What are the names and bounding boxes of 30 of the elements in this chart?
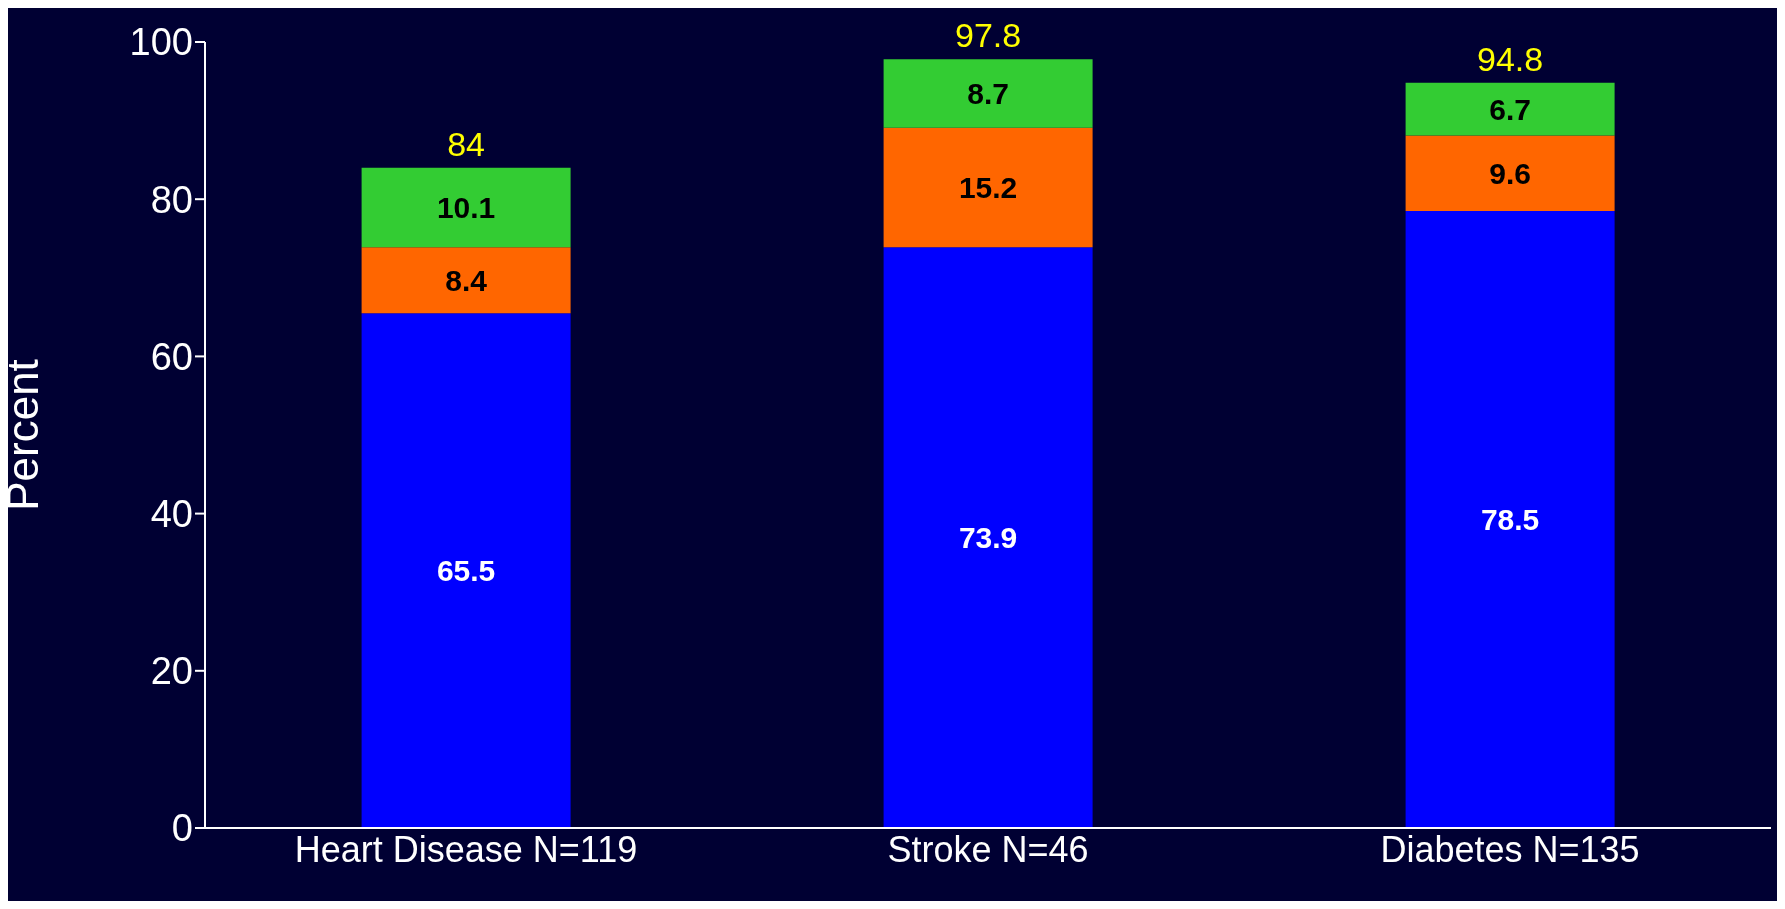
x-tick-label: Heart Disease N=119 bbox=[294, 828, 638, 870]
bar bbox=[883, 127, 1093, 248]
data-label: 73.9 bbox=[958, 521, 1018, 555]
total-label: 97.8 bbox=[955, 16, 1022, 55]
total-label: 94.8 bbox=[1477, 39, 1544, 78]
data-label: 6.7 bbox=[1489, 92, 1531, 126]
data-label: 65.5 bbox=[436, 554, 496, 588]
y-tick-label: 40 bbox=[150, 493, 193, 536]
y-tick-label: 60 bbox=[150, 335, 193, 378]
bar bbox=[361, 313, 571, 828]
bar bbox=[883, 59, 1093, 128]
total-label: 84 bbox=[447, 124, 486, 163]
bar bbox=[361, 247, 571, 314]
data-label: 10.1 bbox=[436, 191, 496, 225]
y-tick-label: 80 bbox=[150, 178, 193, 221]
x-tick-label: Stroke N=46 bbox=[887, 828, 1089, 870]
data-label: 8.4 bbox=[445, 263, 488, 297]
data-label: 15.2 bbox=[958, 171, 1018, 205]
y-tick-label: 20 bbox=[150, 650, 193, 693]
y-tick-label: 0 bbox=[171, 807, 193, 850]
data-label: 9.6 bbox=[1489, 156, 1531, 190]
data-label: 8.7 bbox=[967, 77, 1009, 111]
bar bbox=[1405, 135, 1615, 211]
bar bbox=[883, 247, 1093, 828]
bar bbox=[361, 167, 571, 248]
y-tick-label: 100 bbox=[129, 21, 193, 64]
data-label: 78.5 bbox=[1480, 503, 1540, 537]
bar bbox=[1405, 82, 1615, 136]
x-tick-label: Diabetes N=135 bbox=[1380, 828, 1640, 870]
bar bbox=[1405, 210, 1615, 828]
